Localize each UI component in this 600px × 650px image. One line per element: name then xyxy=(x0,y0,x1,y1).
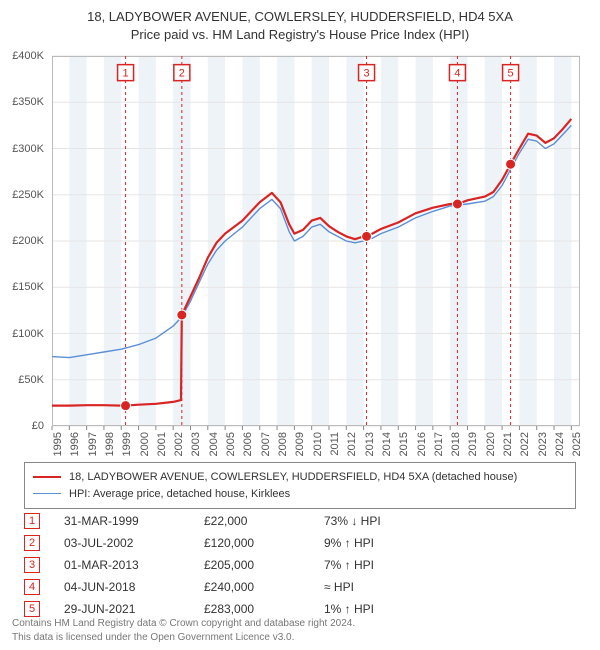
svg-text:3: 3 xyxy=(363,68,369,80)
transaction-relative: 73% ↓ HPI xyxy=(324,514,444,528)
x-tick-label: 2024 xyxy=(554,432,566,456)
chart-svg: 1 2 3 4 5 xyxy=(52,56,580,426)
footer-line-1: Contains HM Land Registry data © Crown c… xyxy=(12,617,355,631)
transaction-relative: ≈ HPI xyxy=(324,580,444,594)
x-tick-label: 2008 xyxy=(277,432,289,456)
transaction-price: £240,000 xyxy=(204,580,324,594)
transaction-price: £283,000 xyxy=(204,602,324,616)
transaction-price: £120,000 xyxy=(204,536,324,550)
transaction-price: £22,000 xyxy=(204,514,324,528)
transaction-badge: 4 xyxy=(24,579,40,595)
transaction-row: 1 31-MAR-1999£22,00073% ↓ HPI xyxy=(24,510,576,532)
footer: Contains HM Land Registry data © Crown c… xyxy=(12,617,355,644)
x-tick-label: 2018 xyxy=(450,432,462,456)
transaction-badge: 1 xyxy=(24,513,40,529)
x-tick-label: 2020 xyxy=(485,432,497,456)
title-line-2: Price paid vs. HM Land Registry's House … xyxy=(0,26,600,44)
x-tick-label: 2003 xyxy=(190,432,202,456)
x-tick-label: 2009 xyxy=(294,432,306,456)
chart-plot-area: 1 2 3 4 5 xyxy=(52,56,580,426)
transaction-row: 4 04-JUN-2018£240,000≈ HPI xyxy=(24,576,576,598)
x-tick-label: 1998 xyxy=(104,432,116,456)
x-tick-label: 1999 xyxy=(121,432,133,456)
transaction-badge: 3 xyxy=(24,557,40,573)
x-tick-label: 2015 xyxy=(398,432,410,456)
legend-swatch xyxy=(33,493,61,494)
y-axis: £0£50K£100K£150K£200K£250K£300K£350K£400… xyxy=(0,56,48,426)
legend-swatch xyxy=(33,476,61,478)
x-tick-label: 2021 xyxy=(502,432,514,456)
x-tick-label: 1997 xyxy=(87,432,99,456)
transaction-table: 1 31-MAR-1999£22,00073% ↓ HPI 2 03-JUL-2002… xyxy=(24,510,576,620)
transaction-relative: 7% ↑ HPI xyxy=(324,558,444,572)
chart-title-block: 18, LADYBOWER AVENUE, COWLERSLEY, HUDDER… xyxy=(0,0,600,43)
svg-text:1: 1 xyxy=(123,68,129,80)
transaction-date: 03-JUL-2002 xyxy=(64,536,204,550)
transaction-row: 3 01-MAR-2013£205,0007% ↑ HPI xyxy=(24,554,576,576)
x-tick-label: 1996 xyxy=(69,432,81,456)
x-tick-label: 2001 xyxy=(156,432,168,456)
svg-text:2: 2 xyxy=(179,68,185,80)
y-tick-label: £300K xyxy=(12,143,44,155)
x-tick-label: 2017 xyxy=(433,432,445,456)
transaction-date: 04-JUN-2018 xyxy=(64,580,204,594)
x-tick-label: 2004 xyxy=(208,432,220,456)
transaction-date: 01-MAR-2013 xyxy=(64,558,204,572)
x-tick-label: 2006 xyxy=(242,432,254,456)
x-tick-label: 2019 xyxy=(467,432,479,456)
title-line-1: 18, LADYBOWER AVENUE, COWLERSLEY, HUDDER… xyxy=(0,8,600,26)
footer-line-2: This data is licensed under the Open Gov… xyxy=(12,631,355,645)
x-tick-label: 2013 xyxy=(364,432,376,456)
svg-text:4: 4 xyxy=(454,68,460,80)
x-tick-label: 2014 xyxy=(381,432,393,456)
y-tick-label: £400K xyxy=(12,50,44,62)
transaction-relative: 9% ↑ HPI xyxy=(324,536,444,550)
legend-item: HPI: Average price, detached house, Kirk… xyxy=(33,486,567,503)
y-tick-label: £150K xyxy=(12,281,44,293)
y-tick-label: £250K xyxy=(12,189,44,201)
transaction-price: £205,000 xyxy=(204,558,324,572)
svg-text:5: 5 xyxy=(508,68,514,80)
x-tick-label: 2022 xyxy=(519,432,531,456)
legend-label: 18, LADYBOWER AVENUE, COWLERSLEY, HUDDER… xyxy=(69,469,517,486)
x-tick-label: 2007 xyxy=(260,432,272,456)
x-axis: 1995 1996 1997 1998 1999 2000 2001 2002 2003 2004… xyxy=(52,428,580,458)
x-tick-label: 2011 xyxy=(329,432,341,456)
y-tick-label: £50K xyxy=(18,374,44,386)
transaction-relative: 1% ↑ HPI xyxy=(324,602,444,616)
x-tick-label: 2016 xyxy=(416,432,428,456)
transaction-date: 31-MAR-1999 xyxy=(64,514,204,528)
x-tick-label: 2002 xyxy=(173,432,185,456)
transaction-badge: 2 xyxy=(24,535,40,551)
y-tick-label: £350K xyxy=(12,96,44,108)
chart-container: { "title": { "line1": "18, LADYBOWER AVE… xyxy=(0,0,600,650)
legend: 18, LADYBOWER AVENUE, COWLERSLEY, HUDDER… xyxy=(24,462,576,509)
x-tick-label: 1995 xyxy=(52,432,64,456)
x-tick-label: 2000 xyxy=(139,432,151,456)
x-tick-label: 2010 xyxy=(312,432,324,456)
legend-label: HPI: Average price, detached house, Kirk… xyxy=(69,486,290,503)
transaction-row: 2 03-JUL-2002£120,0009% ↑ HPI xyxy=(24,532,576,554)
x-tick-label: 2005 xyxy=(225,432,237,456)
y-tick-label: £0 xyxy=(32,420,44,432)
y-tick-label: £200K xyxy=(12,235,44,247)
legend-item: 18, LADYBOWER AVENUE, COWLERSLEY, HUDDER… xyxy=(33,469,567,486)
transaction-date: 29-JUN-2021 xyxy=(64,602,204,616)
x-tick-label: 2023 xyxy=(537,432,549,456)
x-tick-label: 2012 xyxy=(346,432,358,456)
transaction-badge: 5 xyxy=(24,601,40,617)
x-tick-label: 2025 xyxy=(571,432,583,456)
y-tick-label: £100K xyxy=(12,328,44,340)
